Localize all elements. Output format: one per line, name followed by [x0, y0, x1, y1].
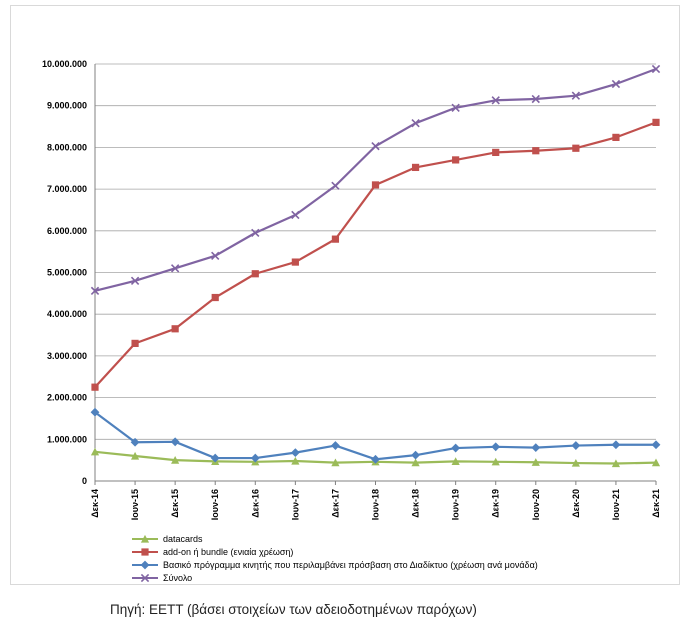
data-point-series-3: [371, 454, 380, 464]
y-tick-label: 0: [82, 476, 87, 486]
data-point-series-2: [211, 293, 219, 302]
data-point-series-3: [290, 448, 300, 458]
data-point-series-3: [210, 453, 220, 463]
data-point-series-4: [571, 91, 581, 100]
data-point-series-3: [250, 453, 260, 463]
line-chart: 0 1.000.000 2.000.000 3.000.000 4.000.000 5.0…: [42, 59, 661, 583]
data-point-series-1: [571, 458, 580, 467]
data-point-series-1: [130, 451, 140, 460]
data-point-series-4: [491, 96, 500, 105]
data-point-series-1: [611, 459, 621, 468]
data-point-series-1: [411, 458, 420, 467]
data-point-series-4: [611, 79, 621, 89]
data-point-series-4: [291, 210, 300, 220]
data-point-series-2: [331, 235, 340, 243]
data-point-series-2: [371, 181, 380, 189]
y-tick-label: 10.000.000: [42, 59, 87, 69]
data-point-series-2: [612, 133, 620, 141]
x-tick-label: Ιουν-20: [531, 489, 541, 520]
data-point-series-1: [291, 456, 300, 465]
x-tick-label: Δεκ-16: [250, 489, 260, 518]
data-point-series-1: [491, 457, 500, 466]
data-point-series-3: [611, 440, 621, 450]
series-line-3: [94, 411, 656, 461]
data-point-series-4: [211, 251, 220, 260]
y-tick-label: 3.000.000: [47, 351, 87, 361]
data-point-series-3: [531, 443, 541, 453]
x-tick-label: Δεκ-18: [411, 489, 421, 518]
y-tick-label: 1.000.000: [47, 434, 87, 444]
x-tick-label: Ιουν-15: [130, 489, 140, 520]
legend-marker: [141, 548, 149, 556]
data-point-series-1: [531, 458, 540, 466]
data-point-series-2: [251, 270, 259, 278]
data-point-series-3: [90, 407, 100, 417]
x-tick-label: Δεκ-21: [651, 489, 661, 518]
data-point-series-3: [411, 450, 420, 460]
data-point-series-2: [492, 148, 500, 157]
legend-marker: [140, 573, 150, 583]
data-point-series-2: [572, 144, 580, 152]
data-point-series-1: [651, 458, 661, 467]
data-point-series-3: [331, 441, 340, 450]
data-point-series-3: [491, 442, 501, 452]
data-point-series-4: [251, 228, 260, 238]
x-tick-label: Ιουν-18: [371, 489, 381, 520]
x-tick-label: Δεκ-19: [491, 489, 501, 518]
data-point-series-4: [90, 286, 100, 296]
data-point-series-2: [91, 383, 99, 391]
data-point-series-2: [131, 339, 139, 347]
data-point-series-3: [651, 440, 661, 450]
source-note: Πηγή: ΕΕΤΤ (βάσει στοιχείων των αδειοδοτ…: [110, 602, 477, 617]
x-tick-label: Ιουν-19: [451, 489, 461, 520]
y-tick-label: 5.000.000: [47, 268, 87, 278]
x-tick-label: Δεκ-15: [170, 489, 180, 518]
series-line-4: [94, 67, 657, 292]
data-point-series-1: [331, 458, 340, 467]
legend-entry-label: Βασικό πρόγραμμα κινητής που περιλαμβάνε…: [163, 560, 538, 570]
x-tick-label: Δεκ-20: [571, 489, 581, 518]
data-point-series-4: [531, 94, 540, 104]
data-point-series-4: [451, 103, 460, 112]
x-tick-label: Ιουν-16: [210, 489, 220, 520]
x-tick-label: Δεκ-17: [330, 489, 340, 518]
data-point-series-4: [371, 141, 380, 151]
data-point-series-2: [411, 163, 420, 172]
y-tick-label: 8.000.000: [47, 142, 87, 152]
x-tick-label: Δεκ-14: [90, 489, 100, 518]
data-point-series-2: [532, 147, 540, 155]
data-point-series-4: [411, 119, 420, 128]
legend-marker: [140, 534, 150, 543]
data-point-series-4: [130, 276, 140, 286]
data-point-series-1: [451, 457, 460, 466]
legend-marker: [140, 560, 150, 570]
y-tick-label: 7.000.000: [47, 184, 87, 194]
chart-frame: [10, 5, 680, 585]
data-point-series-3: [170, 437, 180, 447]
data-point-series-2: [291, 258, 299, 266]
legend-entry-label: add-on ή bundle (ενιαία χρέωση): [163, 547, 293, 557]
data-point-series-2: [652, 118, 660, 126]
y-tick-label: 9.000.000: [47, 101, 87, 111]
data-point-series-1: [171, 456, 180, 464]
data-point-series-4: [170, 264, 180, 273]
x-tick-label: Ιουν-17: [290, 489, 300, 520]
data-point-series-4: [331, 181, 340, 190]
data-point-series-4: [651, 64, 661, 74]
series-line-2: [94, 121, 657, 388]
y-tick-label: 6.000.000: [47, 226, 87, 236]
data-point-series-1: [90, 447, 100, 456]
data-point-series-3: [451, 443, 461, 453]
data-point-series-2: [171, 325, 179, 333]
x-tick-label: Ιουν-21: [611, 489, 621, 520]
legend-entry-label: Σύνολο: [163, 573, 192, 583]
legend-entry-label: datacards: [163, 534, 203, 544]
data-point-series-3: [130, 437, 140, 447]
data-point-series-2: [452, 156, 460, 164]
y-tick-label: 2.000.000: [47, 393, 87, 403]
data-point-series-3: [571, 441, 581, 450]
y-tick-label: 4.000.000: [47, 309, 87, 319]
